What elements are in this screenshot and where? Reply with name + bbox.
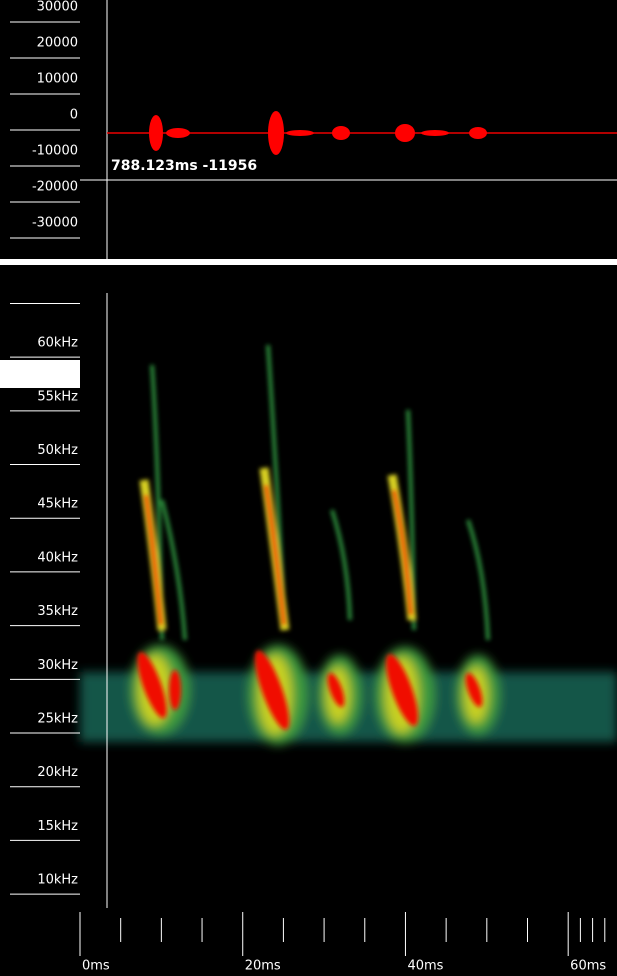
- x-tick-label: 20ms: [245, 959, 281, 974]
- y-tick-label: 25kHz: [37, 712, 78, 727]
- y-tick-label: 30kHz: [37, 658, 78, 673]
- y-tick-label: 0: [70, 108, 78, 123]
- burst: [286, 130, 314, 136]
- x-tick-label: 60ms: [570, 959, 606, 974]
- y-tick-label: 10000: [37, 72, 78, 87]
- y-tick-label: -10000: [32, 144, 78, 159]
- y-tick-label: -30000: [32, 216, 78, 231]
- burst: [469, 127, 487, 139]
- y-tick-label: 45kHz: [37, 497, 78, 512]
- y-tick-label: 55kHz: [37, 389, 78, 404]
- y-tick-label: -20000: [32, 180, 78, 195]
- burst: [395, 124, 415, 142]
- burst: [421, 130, 449, 136]
- highlight-box: [0, 360, 80, 388]
- x-tick-label: 0ms: [82, 959, 110, 974]
- y-tick-label: 20kHz: [37, 765, 78, 780]
- y-tick-label: 30000: [37, 0, 78, 15]
- burst: [149, 115, 163, 151]
- panel-divider: [0, 259, 617, 265]
- burst: [332, 126, 350, 140]
- call-core: [169, 670, 181, 710]
- y-tick-label: 10kHz: [37, 873, 78, 888]
- y-tick-label: 35kHz: [37, 604, 78, 619]
- cursor-readout: 788.123ms -11956: [111, 158, 257, 174]
- y-tick-label: 50kHz: [37, 443, 78, 458]
- analysis-window: 788.123ms -11956 30000 20000 10000 0 -10000 -…: [0, 0, 617, 976]
- page: 788.123ms -11956 30000 20000 10000 0 -10000 -…: [0, 0, 617, 976]
- y-tick-label: 40kHz: [37, 550, 78, 565]
- y-tick-label: 60kHz: [37, 336, 78, 351]
- burst: [268, 111, 284, 155]
- background: [0, 0, 617, 976]
- x-tick-label: 40ms: [407, 959, 443, 974]
- burst: [166, 128, 190, 138]
- y-tick-label: 15kHz: [37, 819, 78, 834]
- y-tick-label: 20000: [37, 36, 78, 51]
